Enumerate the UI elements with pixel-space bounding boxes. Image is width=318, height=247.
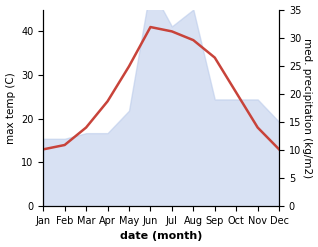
Y-axis label: max temp (C): max temp (C) (5, 72, 16, 144)
X-axis label: date (month): date (month) (120, 231, 202, 242)
Y-axis label: med. precipitation (kg/m2): med. precipitation (kg/m2) (302, 38, 313, 178)
